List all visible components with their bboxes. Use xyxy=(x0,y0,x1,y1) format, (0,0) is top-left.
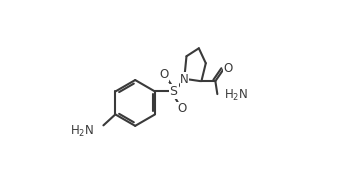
Text: N: N xyxy=(180,73,189,86)
Text: O: O xyxy=(223,62,232,75)
Text: $\mathregular{H_2N}$: $\mathregular{H_2N}$ xyxy=(70,124,94,139)
Text: O: O xyxy=(177,102,186,115)
Text: $\mathregular{H_2N}$: $\mathregular{H_2N}$ xyxy=(224,88,248,103)
Text: S: S xyxy=(169,85,178,98)
Text: O: O xyxy=(159,68,168,81)
